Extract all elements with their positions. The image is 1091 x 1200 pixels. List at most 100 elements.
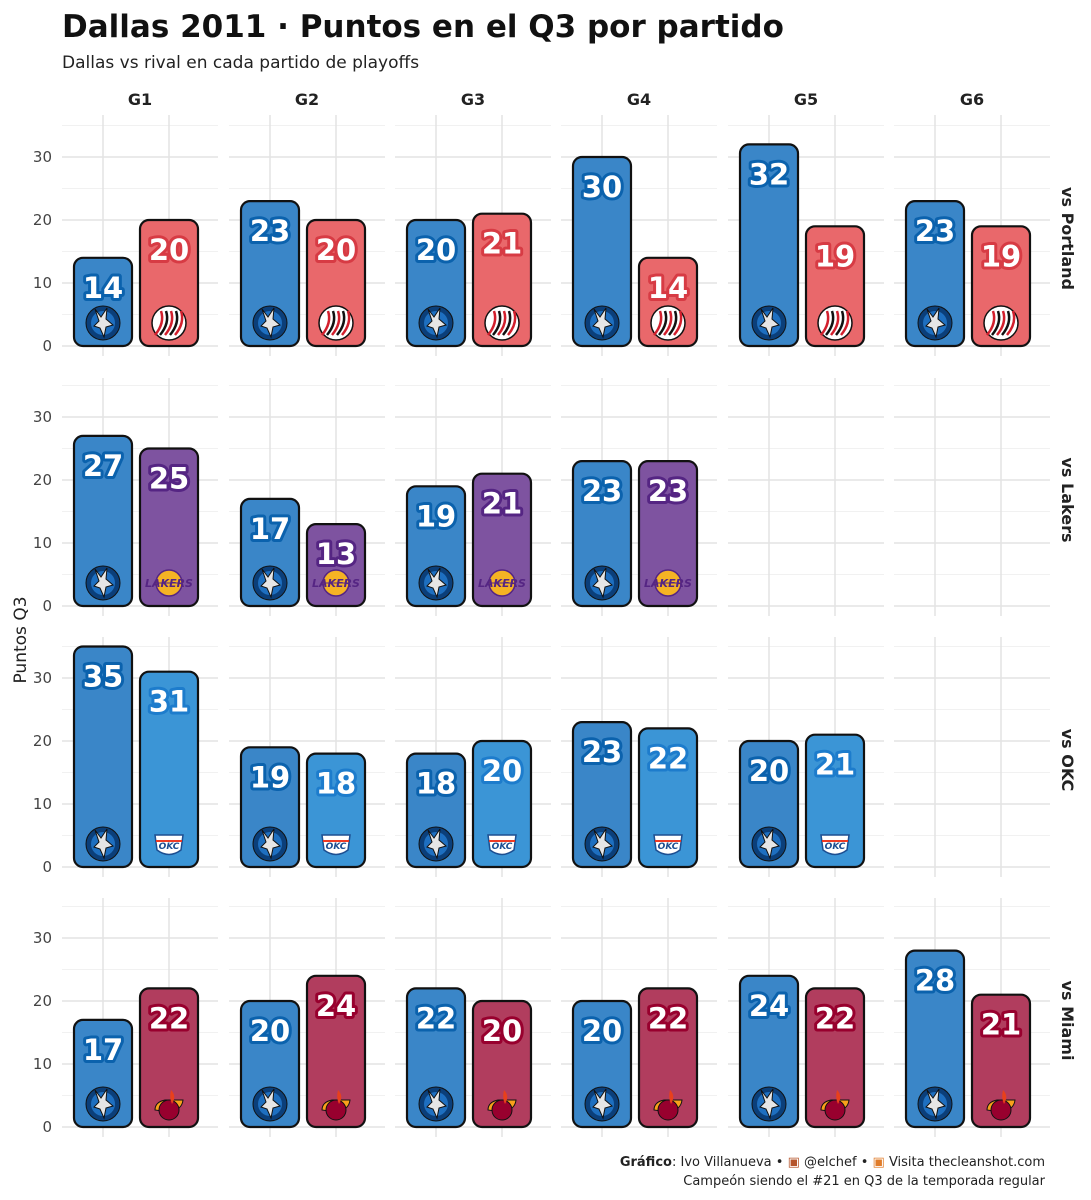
row-header-miami: vs Miami — [1058, 981, 1077, 1061]
mavericks-logo — [252, 305, 288, 341]
logo-stripe — [502, 310, 512, 336]
bar-group-portland: 14 — [637, 256, 699, 348]
logo-stripe — [507, 310, 517, 336]
logo-horse — [93, 567, 115, 599]
logo-horse — [925, 307, 947, 339]
data-label: 20 — [582, 1014, 622, 1048]
facet-row-okc: 0 10 20 30 vs OKC 35 31 OKC 19 18 OKC 18 20 OKC 23 22 OK… — [33, 637, 1077, 877]
bar-dallas-g6 — [904, 200, 966, 348]
y-tick-label: 0 — [42, 1118, 52, 1136]
logo-horse — [260, 828, 282, 860]
logo-stripe — [830, 310, 840, 336]
logo-wordmark: OKC — [825, 842, 846, 852]
mavericks-logo — [917, 305, 953, 341]
logo-horse — [759, 828, 781, 860]
bar-miami-g2 — [305, 974, 367, 1129]
mavericks-logo — [751, 1086, 787, 1122]
logo-horse — [93, 307, 115, 339]
bar-lakers-g3 — [471, 472, 533, 608]
logo-stripe — [174, 310, 184, 336]
bar-group-dallas: 19 — [239, 746, 301, 869]
data-label: 20 — [416, 233, 456, 267]
bar-group-lakers: 21 LAKERS — [471, 472, 533, 608]
logo-stripe — [1006, 310, 1016, 336]
chart-title: Dallas 2011 · Puntos en el Q3 por partid… — [62, 9, 784, 45]
data-label: 20 — [482, 754, 522, 788]
data-label: 17 — [83, 1033, 123, 1067]
logo-shield — [653, 834, 683, 856]
mavericks-logo — [418, 565, 454, 601]
data-label: 19 — [815, 239, 855, 273]
thunder-logo: OKC — [653, 834, 683, 856]
bar-group-lakers: 13 LAKERS — [305, 522, 367, 608]
data-label: 14 — [83, 271, 123, 305]
bar-group-dallas: 20 — [239, 999, 301, 1129]
data-label: 14 — [648, 271, 688, 305]
mavericks-logo — [418, 1086, 454, 1122]
bar-group-portland: 21 — [471, 212, 533, 348]
data-label: 13 — [316, 537, 356, 571]
mavericks-logo — [751, 826, 787, 862]
logo-stripe — [825, 310, 835, 336]
mavericks-logo — [252, 565, 288, 601]
logo-horse — [426, 828, 448, 860]
bar-group-miami: 22 — [804, 987, 866, 1129]
logo-stripe — [835, 310, 845, 336]
trail-blazers-logo — [151, 305, 187, 341]
y-tick-label: 30 — [33, 148, 52, 166]
column-header-g3: G3 — [461, 90, 485, 109]
logo-stripe — [658, 310, 668, 336]
y-tick-label: 10 — [33, 534, 52, 552]
heat-logo — [154, 1090, 184, 1121]
logo-wordmark: LAKERS — [478, 577, 526, 590]
bar-okc-g4 — [637, 727, 699, 869]
mavericks-logo — [252, 826, 288, 862]
bar-miami-g5 — [804, 987, 866, 1129]
bar-dallas-g6 — [904, 949, 966, 1129]
logo-flame-tip — [669, 1090, 674, 1104]
bar-okc-g2 — [305, 752, 367, 869]
logo-wordmark: OKC — [492, 842, 513, 852]
heat-logo — [986, 1090, 1016, 1121]
data-label: 23 — [250, 214, 290, 248]
bar-dallas-g2 — [239, 200, 301, 348]
logo-shield — [487, 834, 517, 856]
bar-group-dallas: 30 — [571, 155, 633, 348]
bar-okc-g5 — [804, 733, 866, 869]
logo-horse — [592, 828, 614, 860]
logo-stripe — [487, 310, 497, 336]
bar-group-dallas: 18 — [405, 752, 467, 869]
trail-blazers-logo — [318, 305, 354, 341]
mavericks-logo — [751, 305, 787, 341]
logo-ball — [325, 1099, 347, 1121]
mavericks-logo — [85, 305, 121, 341]
mavericks-logo — [418, 826, 454, 862]
logo-ball — [657, 1099, 679, 1121]
data-label: 23 — [648, 474, 688, 508]
bar-dallas-g5 — [738, 974, 800, 1129]
x-icon: ▣ — [788, 1155, 804, 1170]
y-tick-label: 20 — [33, 211, 52, 229]
logo-stripe — [321, 310, 331, 336]
data-label: 23 — [582, 735, 622, 769]
logo-horse — [426, 567, 448, 599]
logo-wordmark: LAKERS — [644, 577, 692, 590]
bar-group-dallas: 24 — [738, 974, 800, 1129]
data-label: 18 — [416, 767, 456, 801]
row-header-lakers: vs Lakers — [1058, 458, 1077, 543]
bar-group-dallas: 17 — [72, 1018, 134, 1129]
facet-row-miami: 0 10 20 30 vs Miami 17 22 20 24 22 20 20 22 24 22 28 21 — [33, 898, 1077, 1137]
y-tick-label: 10 — [33, 274, 52, 292]
logo-horse — [260, 567, 282, 599]
bar-group-miami: 21 — [970, 993, 1032, 1129]
bar-okc-g1 — [138, 670, 200, 869]
mavericks-logo — [252, 1086, 288, 1122]
bar-miami-g3 — [471, 999, 533, 1129]
logo-flame-tip — [1002, 1090, 1007, 1104]
trail-blazers-logo — [484, 305, 520, 341]
bar-dallas-g5 — [738, 143, 800, 348]
trail-blazers-logo — [650, 305, 686, 341]
data-label: 22 — [648, 741, 688, 775]
bar-group-lakers: 25 LAKERS — [138, 447, 200, 608]
bar-lakers-g4 — [637, 460, 699, 608]
